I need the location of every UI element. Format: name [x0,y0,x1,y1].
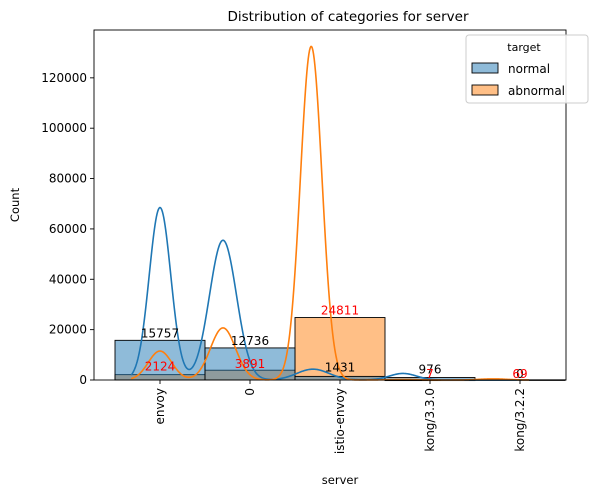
x-tick-label-1: 0 [243,388,257,396]
y-axis-label: Count [8,187,22,222]
data-label-abnormal-2: 24811 [321,304,359,318]
y-tick-label-0: 0 [79,373,87,387]
x-tick-label-3: kong/3.3.0 [423,388,437,452]
data-label-normal-2: 1431 [325,360,356,374]
y-tick-label-1: 20000 [49,323,87,337]
y-tick-label-4: 80000 [49,172,87,186]
x-tick-label-2: istio-envoy [333,388,347,454]
legend-swatch-normal [471,62,499,74]
x-tick-label-4: kong/3.2.2 [513,388,527,452]
data-label-normal-0: 15757 [141,326,179,340]
y-tick-label-5: 100000 [41,121,87,135]
data-label-normal-1: 12736 [231,334,269,348]
data-label-abnormal-4: 69 [512,367,527,381]
x-tick-label-0: envoy [153,388,167,425]
y-tick-label-6: 120000 [41,71,87,85]
data-label-normal-3: 976 [419,363,442,377]
legend-swatch-abnormal [471,84,499,96]
legend-title: target [507,41,541,54]
legend-label-normal: normal [508,62,550,76]
legend: target normal abnormal [465,34,589,104]
x-axis-label: server [322,473,359,487]
data-label-abnormal-1: 3891 [235,357,266,371]
y-tick-label-2: 40000 [49,272,87,286]
plot-area [93,29,567,381]
y-tick-label-3: 60000 [49,222,87,236]
data-label-abnormal-3: 7 [426,367,434,381]
x-axis: envoy 0 istio-envoy kong/3.3.0 kong/3.2.2 [153,380,527,454]
data-labels-layer: 15757 12736 1431 976 0 2124 3891 24811 7 69 [141,304,528,381]
y-axis: 0 20000 40000 60000 80000 100000 120000 [41,71,94,387]
legend-label-abnormal: abnormal [508,84,565,98]
data-label-normal-4: 0 [516,367,524,381]
data-label-abnormal-0: 2124 [145,360,176,374]
chart-title: Distribution of categories for server [228,9,469,25]
bar-normal-0 [114,339,206,381]
